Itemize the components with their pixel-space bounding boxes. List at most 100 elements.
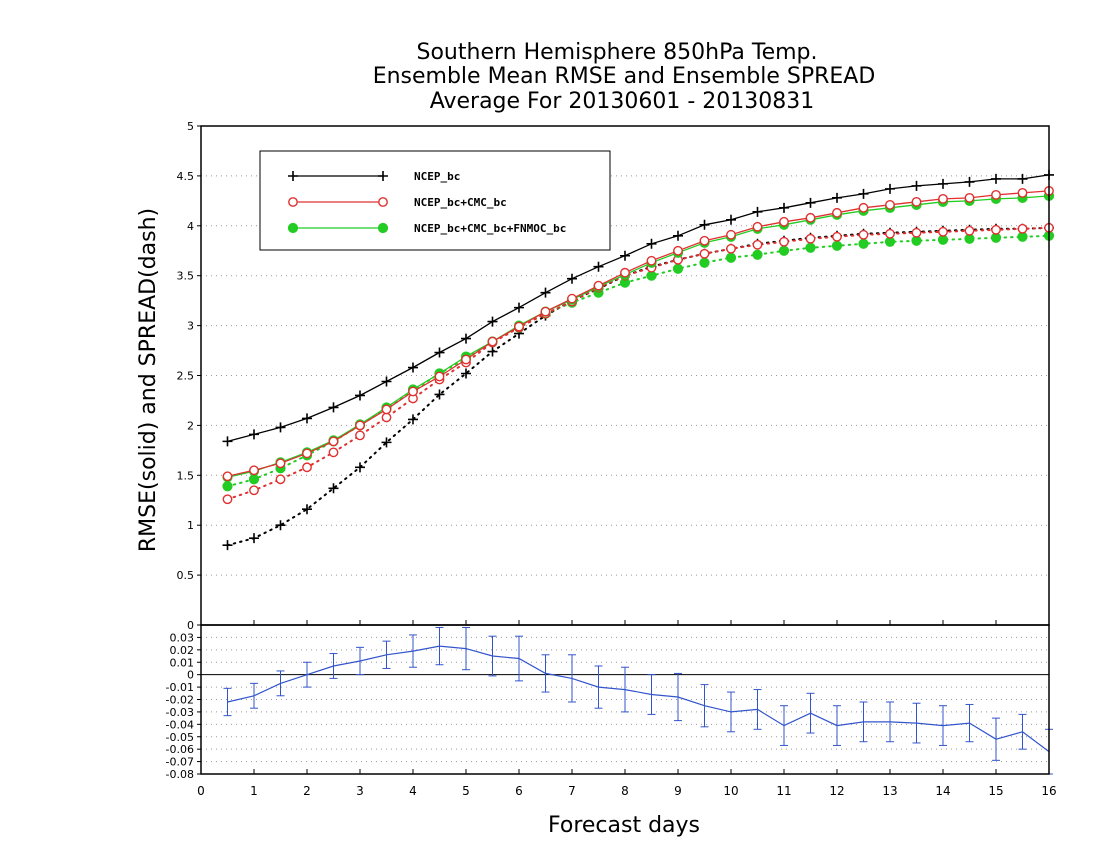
upper-y-tick-label: 5 bbox=[187, 120, 194, 133]
series-point-spread bbox=[672, 263, 684, 274]
series-point-spread bbox=[938, 226, 948, 237]
lower-y-tick-label: -0.03 bbox=[166, 706, 194, 719]
difference-line bbox=[227, 645, 1050, 753]
series-point-spread bbox=[434, 389, 445, 400]
series-point-rmse bbox=[302, 413, 312, 424]
series-point-spread bbox=[222, 540, 233, 551]
series-point-rmse bbox=[540, 287, 551, 298]
series-point-spread bbox=[461, 368, 471, 379]
series-point-rmse bbox=[646, 238, 657, 249]
lower-y-ticks: -0.08-0.07-0.06-0.05-0.04-0.03-0.02-0.01… bbox=[166, 631, 201, 781]
series-point-spread bbox=[752, 249, 763, 260]
series-point-rmse bbox=[991, 173, 1001, 184]
legend-label-ncep-bc: NCEP_bc bbox=[414, 170, 460, 183]
legend-box bbox=[259, 150, 611, 251]
series-point-spread bbox=[381, 437, 392, 448]
upper-y-tick-label: 1 bbox=[187, 519, 194, 532]
lower-y-tick-label: -0.01 bbox=[166, 681, 194, 694]
x-tick-label: 16 bbox=[1041, 784, 1056, 798]
series-point-rmse bbox=[620, 267, 630, 278]
x-tick-label: 6 bbox=[515, 784, 523, 798]
x-tick-label: 9 bbox=[674, 784, 682, 798]
series-point-rmse bbox=[249, 429, 259, 440]
upper-y-ticks: 0 0.5 1 1.5 2 2.5 3 3.5 4 4.5 5 bbox=[177, 120, 201, 632]
series-point-rmse bbox=[646, 255, 657, 266]
series-point-rmse bbox=[222, 471, 233, 482]
y-axis-label: RMSE(solid) and SPREAD(dash) bbox=[136, 208, 161, 552]
lower-y-tick-label: -0.06 bbox=[166, 743, 194, 756]
legend-sample-marker bbox=[378, 197, 388, 207]
series-line-spread bbox=[226, 234, 1050, 488]
series-point-rmse bbox=[964, 176, 975, 187]
series-point-rmse bbox=[699, 219, 710, 230]
x-tick-label: 13 bbox=[882, 784, 897, 798]
series-point-rmse bbox=[1017, 187, 1028, 198]
series-point-rmse bbox=[805, 197, 816, 208]
upper-y-tick-label: 2 bbox=[187, 419, 194, 432]
series-point-rmse bbox=[567, 273, 577, 284]
series-point-rmse bbox=[1017, 173, 1028, 184]
series-point-spread bbox=[805, 233, 816, 244]
series-point-spread bbox=[752, 239, 763, 250]
series-point-rmse bbox=[779, 202, 789, 213]
legend-label-ncep-bc-cmc-bc: NCEP_bc+CMC_bc bbox=[414, 196, 507, 209]
series-point-rmse bbox=[911, 180, 922, 191]
series-point-rmse bbox=[858, 202, 869, 213]
series-point-rmse bbox=[514, 302, 524, 313]
series-point-rmse bbox=[699, 235, 710, 246]
series-point-rmse bbox=[885, 199, 895, 210]
x-tick-label: 2 bbox=[303, 784, 311, 798]
series-point-spread bbox=[222, 481, 233, 492]
chart-title-line-3: Average For 20130601 - 20130831 bbox=[430, 89, 815, 114]
x-tick-label: 4 bbox=[409, 784, 417, 798]
lower-y-tick-label: 0.03 bbox=[170, 631, 195, 644]
x-tick-label: 14 bbox=[935, 784, 950, 798]
x-axis-label: Forecast days bbox=[548, 813, 700, 838]
x-tick-label: 11 bbox=[776, 784, 791, 798]
series-point-rmse bbox=[328, 436, 339, 447]
series-point-spread bbox=[249, 485, 259, 496]
upper-y-tick-label: 2.5 bbox=[177, 370, 195, 383]
series-point-rmse bbox=[593, 280, 604, 291]
series-point-spread bbox=[699, 248, 710, 259]
series-point-spread bbox=[302, 504, 312, 515]
series-point-spread bbox=[408, 414, 418, 425]
series-point-rmse bbox=[779, 216, 789, 227]
x-tick-label: 0 bbox=[197, 784, 205, 798]
legend-samples bbox=[287, 171, 389, 234]
legend-sample-marker bbox=[377, 222, 389, 234]
series-point-spread bbox=[328, 483, 339, 494]
series-point-spread bbox=[249, 533, 259, 544]
series-point-rmse bbox=[408, 362, 418, 373]
series-point-spread bbox=[779, 236, 789, 247]
series-point-rmse bbox=[381, 404, 392, 415]
series-point-spread bbox=[275, 474, 286, 485]
series-point-spread bbox=[725, 252, 737, 263]
upper-y-tick-label: 1.5 bbox=[177, 469, 195, 482]
legend-label-ncep-bc-cmc-bc-fnmoc-bc: NCEP_bc+CMC_bc+FNMOC_bc bbox=[414, 222, 566, 235]
upper-y-tick-label: 0 bbox=[187, 619, 194, 632]
series-point-rmse bbox=[726, 214, 736, 225]
legend-sample-marker bbox=[288, 197, 298, 207]
series-point-spread bbox=[222, 494, 233, 505]
series-point-rmse bbox=[567, 293, 577, 304]
series-layer bbox=[222, 169, 1055, 551]
lower-y-tick-label: -0.07 bbox=[166, 756, 194, 769]
series-point-spread bbox=[302, 462, 312, 473]
series-point-rmse bbox=[275, 458, 286, 469]
series-point-spread bbox=[726, 243, 736, 254]
series-point-rmse bbox=[752, 206, 763, 217]
upper-y-tick-label: 3 bbox=[187, 320, 194, 333]
series-point-rmse bbox=[832, 207, 842, 218]
series-point-rmse bbox=[434, 347, 445, 358]
series-point-rmse bbox=[487, 336, 498, 347]
upper-y-tick-label: 0.5 bbox=[177, 569, 195, 582]
series-point-spread bbox=[832, 231, 842, 242]
chart-title-line-1: Southern Hemisphere 850hPa Temp. bbox=[417, 40, 818, 65]
x-tick-label: 7 bbox=[568, 784, 576, 798]
x-tick-label: 1 bbox=[250, 784, 258, 798]
x-tick-label: 12 bbox=[829, 784, 844, 798]
difference-layer bbox=[223, 626, 1053, 775]
series-point-rmse bbox=[938, 193, 948, 204]
